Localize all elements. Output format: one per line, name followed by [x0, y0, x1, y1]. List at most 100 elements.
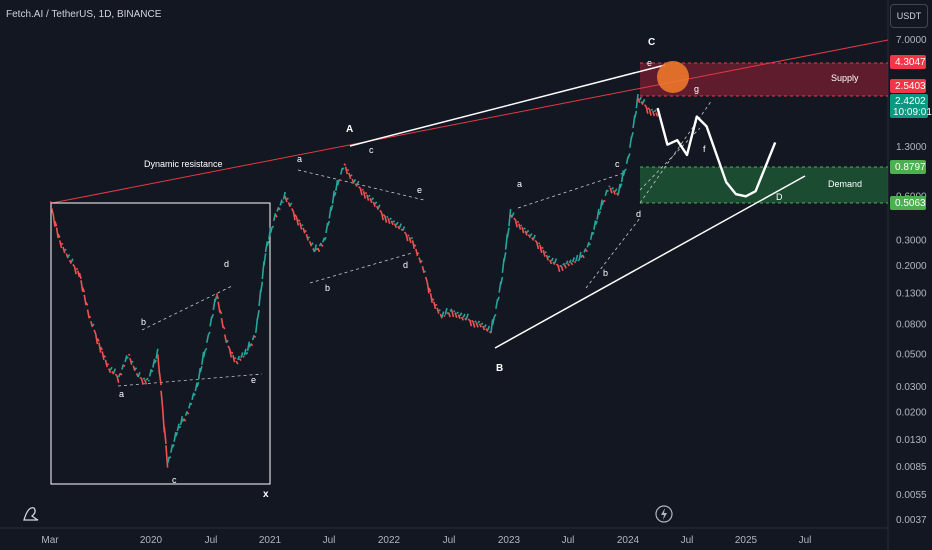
- price-candle: [490, 319, 494, 334]
- price-candle: [143, 379, 148, 385]
- price-candle: [428, 287, 432, 293]
- lightning-icon[interactable]: [655, 505, 673, 523]
- price-candle: [549, 259, 553, 265]
- price-candle: [274, 214, 278, 218]
- price-candle: [465, 313, 469, 320]
- price-candle: [557, 264, 561, 272]
- price-candle: [256, 310, 260, 320]
- price-candle: [193, 393, 196, 397]
- price-candle: [380, 212, 384, 221]
- price-candle: [472, 321, 476, 328]
- price-candle: [289, 202, 293, 206]
- price-candle: [496, 296, 500, 301]
- price-candle: [573, 260, 577, 264]
- time-axis-tick: 2020: [140, 535, 163, 546]
- price-candle: [604, 189, 608, 197]
- price-candle: [76, 270, 81, 278]
- price-candle: [323, 236, 327, 241]
- price-tag-demand-top: [890, 160, 926, 174]
- price-candle: [513, 217, 517, 221]
- price-candle: [563, 264, 567, 269]
- price-candle: [555, 263, 559, 266]
- price-candle: [372, 201, 376, 208]
- price-axis-tick: 0.0130: [896, 435, 927, 446]
- price-candle: [75, 267, 79, 271]
- price-axis-tick: 0.0500: [896, 349, 927, 360]
- price-candle: [276, 206, 280, 212]
- wave-label-c1: c: [172, 475, 177, 485]
- price-candle: [629, 136, 633, 148]
- price-axis-tick: 0.2000: [896, 261, 927, 272]
- wave-label-e2: e: [417, 185, 422, 195]
- price-axis-tick: 7.0000: [896, 35, 927, 46]
- time-axis-tick: 2024: [617, 535, 640, 546]
- price-candle: [317, 247, 321, 253]
- price-candle: [457, 314, 461, 319]
- price-candle: [341, 167, 345, 170]
- wave-label-B: B: [496, 363, 503, 374]
- price-candle: [250, 343, 254, 347]
- price-candle: [389, 217, 392, 221]
- demand-zone-label: Demand: [828, 179, 862, 189]
- tradingview-logo-icon[interactable]: [23, 507, 39, 521]
- price-candle: [55, 227, 59, 239]
- price-candle: [223, 334, 228, 343]
- price-candle: [599, 199, 603, 211]
- wave-label-c2: c: [369, 145, 374, 155]
- price-candle: [268, 227, 272, 240]
- price-candle: [524, 230, 528, 236]
- lower-trendline: [494, 175, 806, 349]
- price-candle: [368, 194, 371, 198]
- wave-label-e1: e: [251, 375, 256, 385]
- price-candle: [73, 266, 77, 275]
- price-candle: [483, 324, 487, 328]
- price-tag-demand-top-label: 0.8797: [895, 162, 926, 173]
- price-candle: [150, 369, 154, 373]
- price-candle: [474, 320, 477, 323]
- price-candle: [468, 319, 473, 327]
- price-candle: [553, 258, 558, 264]
- price-axis[interactable]: 7.00001.30000.60000.30000.20000.13000.08…: [896, 35, 927, 526]
- price-candle: [493, 313, 497, 318]
- price-candle: [344, 166, 349, 175]
- time-axis-tick: Mar: [41, 535, 59, 546]
- price-candle: [616, 192, 620, 197]
- wave-label-C: C: [648, 37, 655, 48]
- price-candle: [369, 198, 373, 204]
- price-candle: [83, 294, 87, 306]
- price-candle: [304, 229, 307, 233]
- price-candle: [235, 360, 239, 365]
- currency-button[interactable]: USDT: [890, 4, 928, 28]
- price-candle: [199, 366, 203, 373]
- price-candle: [176, 423, 180, 432]
- price-candle: [514, 219, 518, 228]
- price-candle: [153, 359, 157, 364]
- price-candle: [152, 358, 156, 368]
- price-candle: [335, 179, 339, 191]
- time-axis-tick: 2023: [498, 535, 521, 546]
- price-candle: [491, 316, 496, 326]
- dynamic-resistance-line: [51, 39, 889, 204]
- price-candle: [313, 244, 318, 253]
- price-candle: [395, 221, 399, 226]
- price-candle: [482, 325, 486, 331]
- price-candle: [238, 358, 242, 362]
- price-candle: [184, 410, 188, 416]
- price-candle: [645, 106, 649, 114]
- price-candle: [253, 335, 257, 338]
- price-candle: [299, 222, 303, 230]
- price-candle: [251, 334, 255, 341]
- price-candle: [72, 263, 76, 267]
- price-candle: [601, 200, 605, 206]
- price-candle: [447, 312, 451, 318]
- price-candle: [539, 244, 543, 254]
- wave-label-a2: a: [297, 154, 302, 164]
- time-axis[interactable]: Mar 2020 Jul 2021 Jul 2022 Jul 2023 Jul 2024 Jul 20…: [41, 535, 811, 546]
- price-candle: [322, 237, 326, 243]
- price-candle: [374, 201, 378, 205]
- price-candle: [471, 319, 474, 322]
- price-candle: [438, 309, 441, 312]
- price-candle: [560, 265, 564, 271]
- price-candle: [441, 311, 445, 318]
